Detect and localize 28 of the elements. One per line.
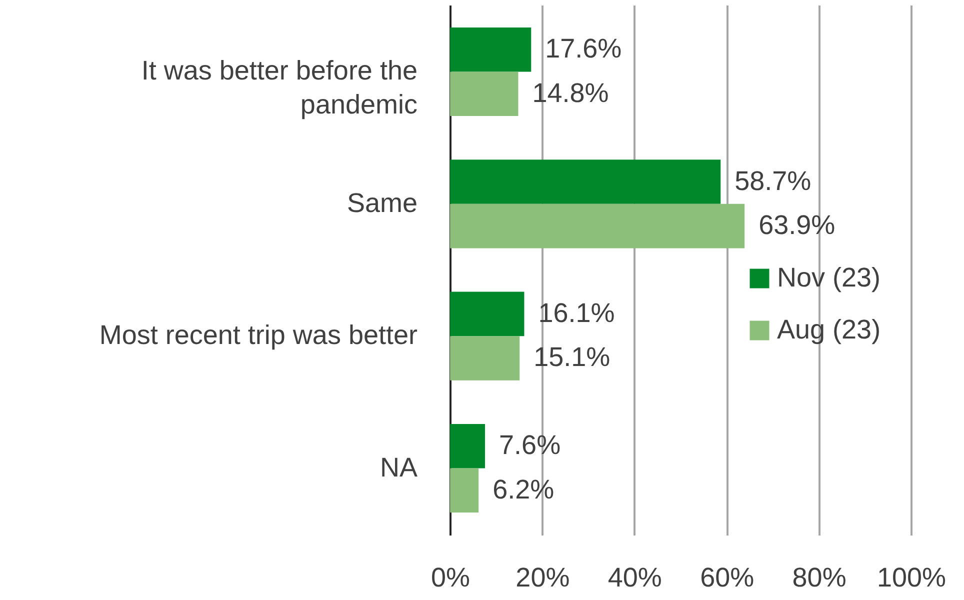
bar	[450, 72, 518, 116]
x-tick-label: 0%	[430, 562, 470, 592]
x-tick-label: 20%	[516, 562, 570, 592]
x-tick-label: 80%	[792, 562, 846, 592]
data-label: 63.9%	[758, 210, 836, 240]
x-tick-label: 60%	[700, 562, 754, 592]
y-tick-label: It was better before the pandemic	[141, 56, 418, 120]
bar	[450, 204, 745, 248]
y-tick-label: Same	[346, 188, 418, 218]
x-tick-label: 100%	[876, 562, 946, 592]
bar	[450, 27, 532, 72]
y-tick-label: NA	[380, 452, 418, 482]
bar	[450, 468, 479, 513]
data-label: 7.6%	[499, 430, 561, 460]
y-tick-label: Most recent trip was better	[99, 320, 418, 350]
legend-label: Aug (23)	[777, 314, 881, 344]
data-label: 15.1%	[534, 342, 610, 372]
bar	[450, 336, 520, 380]
data-label: 17.6%	[545, 34, 622, 64]
data-label: 16.1%	[538, 298, 615, 328]
x-tick-label: 40%	[608, 562, 662, 592]
bar	[450, 292, 524, 336]
data-label: 6.2%	[492, 474, 554, 504]
bar	[450, 160, 721, 204]
legend-label: Nov (23)	[777, 262, 881, 292]
data-label: 14.8%	[532, 78, 609, 108]
bar	[450, 424, 486, 468]
data-label: 58.7%	[734, 166, 812, 196]
